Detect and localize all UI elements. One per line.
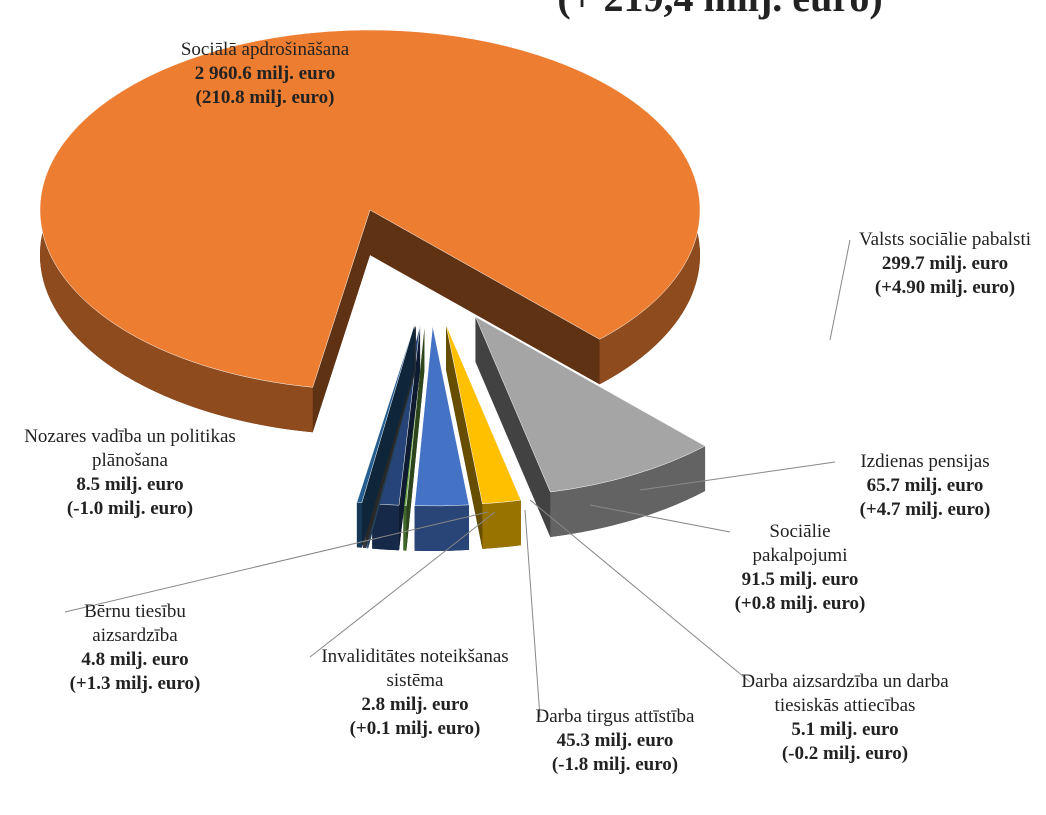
slice-side [414, 504, 470, 551]
leader-line [589, 504, 731, 533]
label-categories: Sociālie pakalpojumi [752, 521, 848, 566]
leader-line [639, 461, 836, 491]
leader-line [309, 511, 496, 658]
slice [356, 324, 415, 503]
label-categories: Darba tirgus attīstība [535, 706, 695, 727]
label-categories: Invaliditātes noteikšanas sistēma [321, 646, 509, 691]
slice-wall [356, 324, 415, 548]
slice-label: Sociālie pakalpojumi 91.5 milj. euro (+0.8… [720, 520, 880, 616]
slice-label: Sociālā apdrošināšana 2 960.6 milj. euro (… [155, 38, 375, 110]
slice [474, 316, 706, 493]
label-value-labels: 45.3 milj. euro [556, 730, 674, 751]
slice-wall [312, 210, 370, 433]
label-change-labels: (+0.1 milj. euro) [349, 718, 481, 739]
leader-line [64, 511, 489, 613]
label-value-labels: 65.7 milj. euro [866, 475, 984, 496]
leader-line [529, 499, 751, 683]
label-value-labels: 2.8 milj. euro [361, 694, 469, 715]
leader-line [524, 509, 541, 718]
label-value-labels: 299.7 milj. euro [881, 253, 1009, 274]
label-categories: Valsts sociālie pabalsti [858, 229, 1032, 250]
slice-side [372, 503, 400, 551]
slice-label: Valsts sociālie pabalsti 299.7 milj. euro… [840, 228, 1046, 300]
label-change-labels: (-1.0 milj. euro) [66, 498, 194, 519]
slice-side [403, 505, 407, 551]
label-categories: Izdienas pensijas [860, 451, 990, 472]
slice-label: Darba aizsardzība un darba tiesiskās att… [740, 670, 950, 766]
label-change-labels: (+4.90 milj. euro) [874, 277, 1016, 298]
chart-title: (+ 219,4 milj. euro) [480, 0, 960, 21]
slice-wall [446, 324, 483, 549]
slice-label: Bērnu tiesību aizsardzība 4.8 milj. euro (… [55, 600, 215, 696]
label-change-labels: (210.8 milj. euro) [195, 87, 335, 108]
label-categories: Nozares vadība un politikas plānošana [24, 426, 236, 471]
slice [445, 324, 522, 505]
label-change-labels: (+4.7 milj. euro) [859, 499, 991, 520]
slice-label: Izdienas pensijas 65.7 milj. euro (+4.7 mi… [825, 450, 1025, 522]
label-categories: Darba aizsardzība un darba tiesiskās att… [741, 671, 949, 716]
slice-label: Invaliditātes noteikšanas sistēma 2.8 mil… [300, 645, 530, 741]
slice-side [482, 500, 521, 549]
slice-label: Nozares vadība un politikas plānošana 8.5… [5, 425, 255, 521]
slice-wall [370, 210, 600, 385]
leader-line [829, 239, 851, 341]
slice-wall [475, 316, 551, 538]
slice-wall [403, 325, 425, 551]
slice-side [550, 446, 706, 538]
label-value-labels: 8.5 milj. euro [76, 474, 184, 495]
slice-side [356, 502, 362, 548]
label-change-labels: (-0.2 milj. euro) [781, 743, 909, 764]
label-value-labels: 91.5 milj. euro [741, 569, 859, 590]
label-change-labels: (+0.8 milj. euro) [734, 593, 866, 614]
label-categories: Bērnu tiesību aizsardzība [84, 601, 186, 646]
label-value-labels: 4.8 milj. euro [81, 649, 189, 670]
slice [39, 29, 701, 388]
label-value-labels: 5.1 milj. euro [791, 719, 899, 740]
label-change-labels: (-1.8 milj. euro) [551, 754, 679, 775]
slice [414, 325, 470, 507]
slice-label: Darba tirgus attīstība 45.3 milj. euro (-1… [530, 705, 700, 777]
label-categories: Sociālā apdrošināšana [180, 39, 350, 60]
label-value-labels: 2 960.6 milj. euro [194, 63, 336, 84]
label-change-labels: (+1.3 milj. euro) [69, 673, 201, 694]
